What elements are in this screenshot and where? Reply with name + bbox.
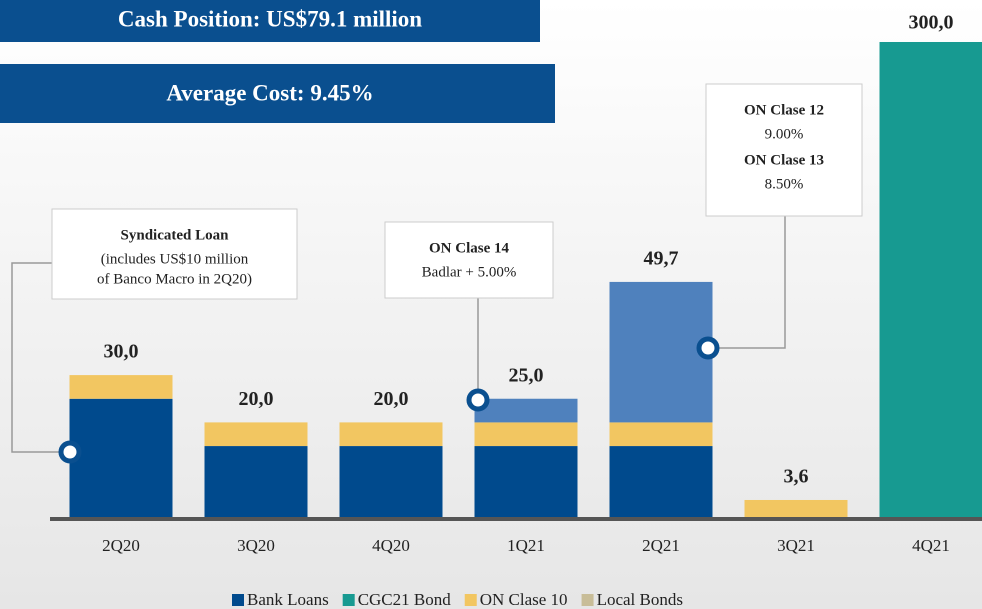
bar-segment xyxy=(609,446,713,517)
legend: Bank Loans CGC21 Bond ON Clase 10 Local Bon… xyxy=(232,590,683,609)
bar-segment xyxy=(609,422,713,447)
legend-label: Bank Loans xyxy=(247,590,329,609)
bar-segment xyxy=(204,446,308,517)
connector xyxy=(708,216,786,349)
total-label: 30,0 xyxy=(104,341,139,363)
bar-segment xyxy=(744,499,848,517)
total-label: 49,7 xyxy=(644,248,679,270)
x-tick-label: 3Q20 xyxy=(237,536,275,555)
callout-title: ON Clase 13 xyxy=(744,152,824,168)
bar-segment xyxy=(474,446,578,517)
callout-marker xyxy=(58,440,82,464)
total-label: 25,0 xyxy=(509,364,544,386)
header-box xyxy=(0,0,540,42)
bar-segment xyxy=(339,422,443,447)
total-label: 20,0 xyxy=(374,388,409,410)
x-tick-label: 2Q21 xyxy=(642,536,680,555)
x-tick-label: 4Q21 xyxy=(912,536,950,555)
callout-marker xyxy=(466,388,490,412)
bar-segment xyxy=(204,422,308,447)
callout-text: 8.50% xyxy=(765,176,804,192)
total-label: 300,0 xyxy=(909,12,954,34)
callout-marker xyxy=(696,336,720,360)
callout-text: (includes US$10 million xyxy=(101,251,249,267)
legend-label: ON Clase 10 xyxy=(480,590,568,609)
bar-segment xyxy=(609,281,713,423)
callout-title: ON Clase 14 xyxy=(429,240,509,256)
callout-text: of Banco Macro in 2Q20) xyxy=(97,271,252,287)
legend-swatch xyxy=(581,594,594,606)
bar-segment xyxy=(339,446,443,517)
header-box xyxy=(0,64,555,123)
legend-swatch xyxy=(232,594,244,606)
legend-swatch xyxy=(464,594,477,606)
bar-segment xyxy=(474,422,578,447)
legend-label: CGC21 Bond xyxy=(358,590,452,609)
bar-segment xyxy=(474,398,578,423)
bar-segment xyxy=(879,42,982,517)
callout-text: 9.00% xyxy=(765,126,804,142)
callout-connectors xyxy=(11,216,786,453)
x-tick-label: 2Q20 xyxy=(102,536,140,555)
callout-text: Badlar + 5.00% xyxy=(422,264,517,280)
x-tick-label: 3Q21 xyxy=(777,536,815,555)
header-text: Cash Position: US$79.1 million xyxy=(118,6,422,31)
callout-box xyxy=(51,208,298,300)
callout-title: Syndicated Loan xyxy=(121,227,230,243)
x-tick-label: 4Q20 xyxy=(372,536,410,555)
callout-box xyxy=(705,83,863,217)
header-text: Average Cost: 9.45% xyxy=(166,80,373,105)
callout-title: ON Clase 12 xyxy=(744,102,824,118)
bar-segment xyxy=(69,398,173,517)
connector xyxy=(11,262,70,453)
x-tick-label: 1Q21 xyxy=(507,536,545,555)
legend-swatch xyxy=(342,594,355,606)
bar-segment xyxy=(69,375,173,399)
total-label: 3,6 xyxy=(784,466,809,488)
callout-box xyxy=(384,221,554,299)
total-label: 20,0 xyxy=(239,388,274,410)
legend-label: Local Bonds xyxy=(597,590,683,609)
